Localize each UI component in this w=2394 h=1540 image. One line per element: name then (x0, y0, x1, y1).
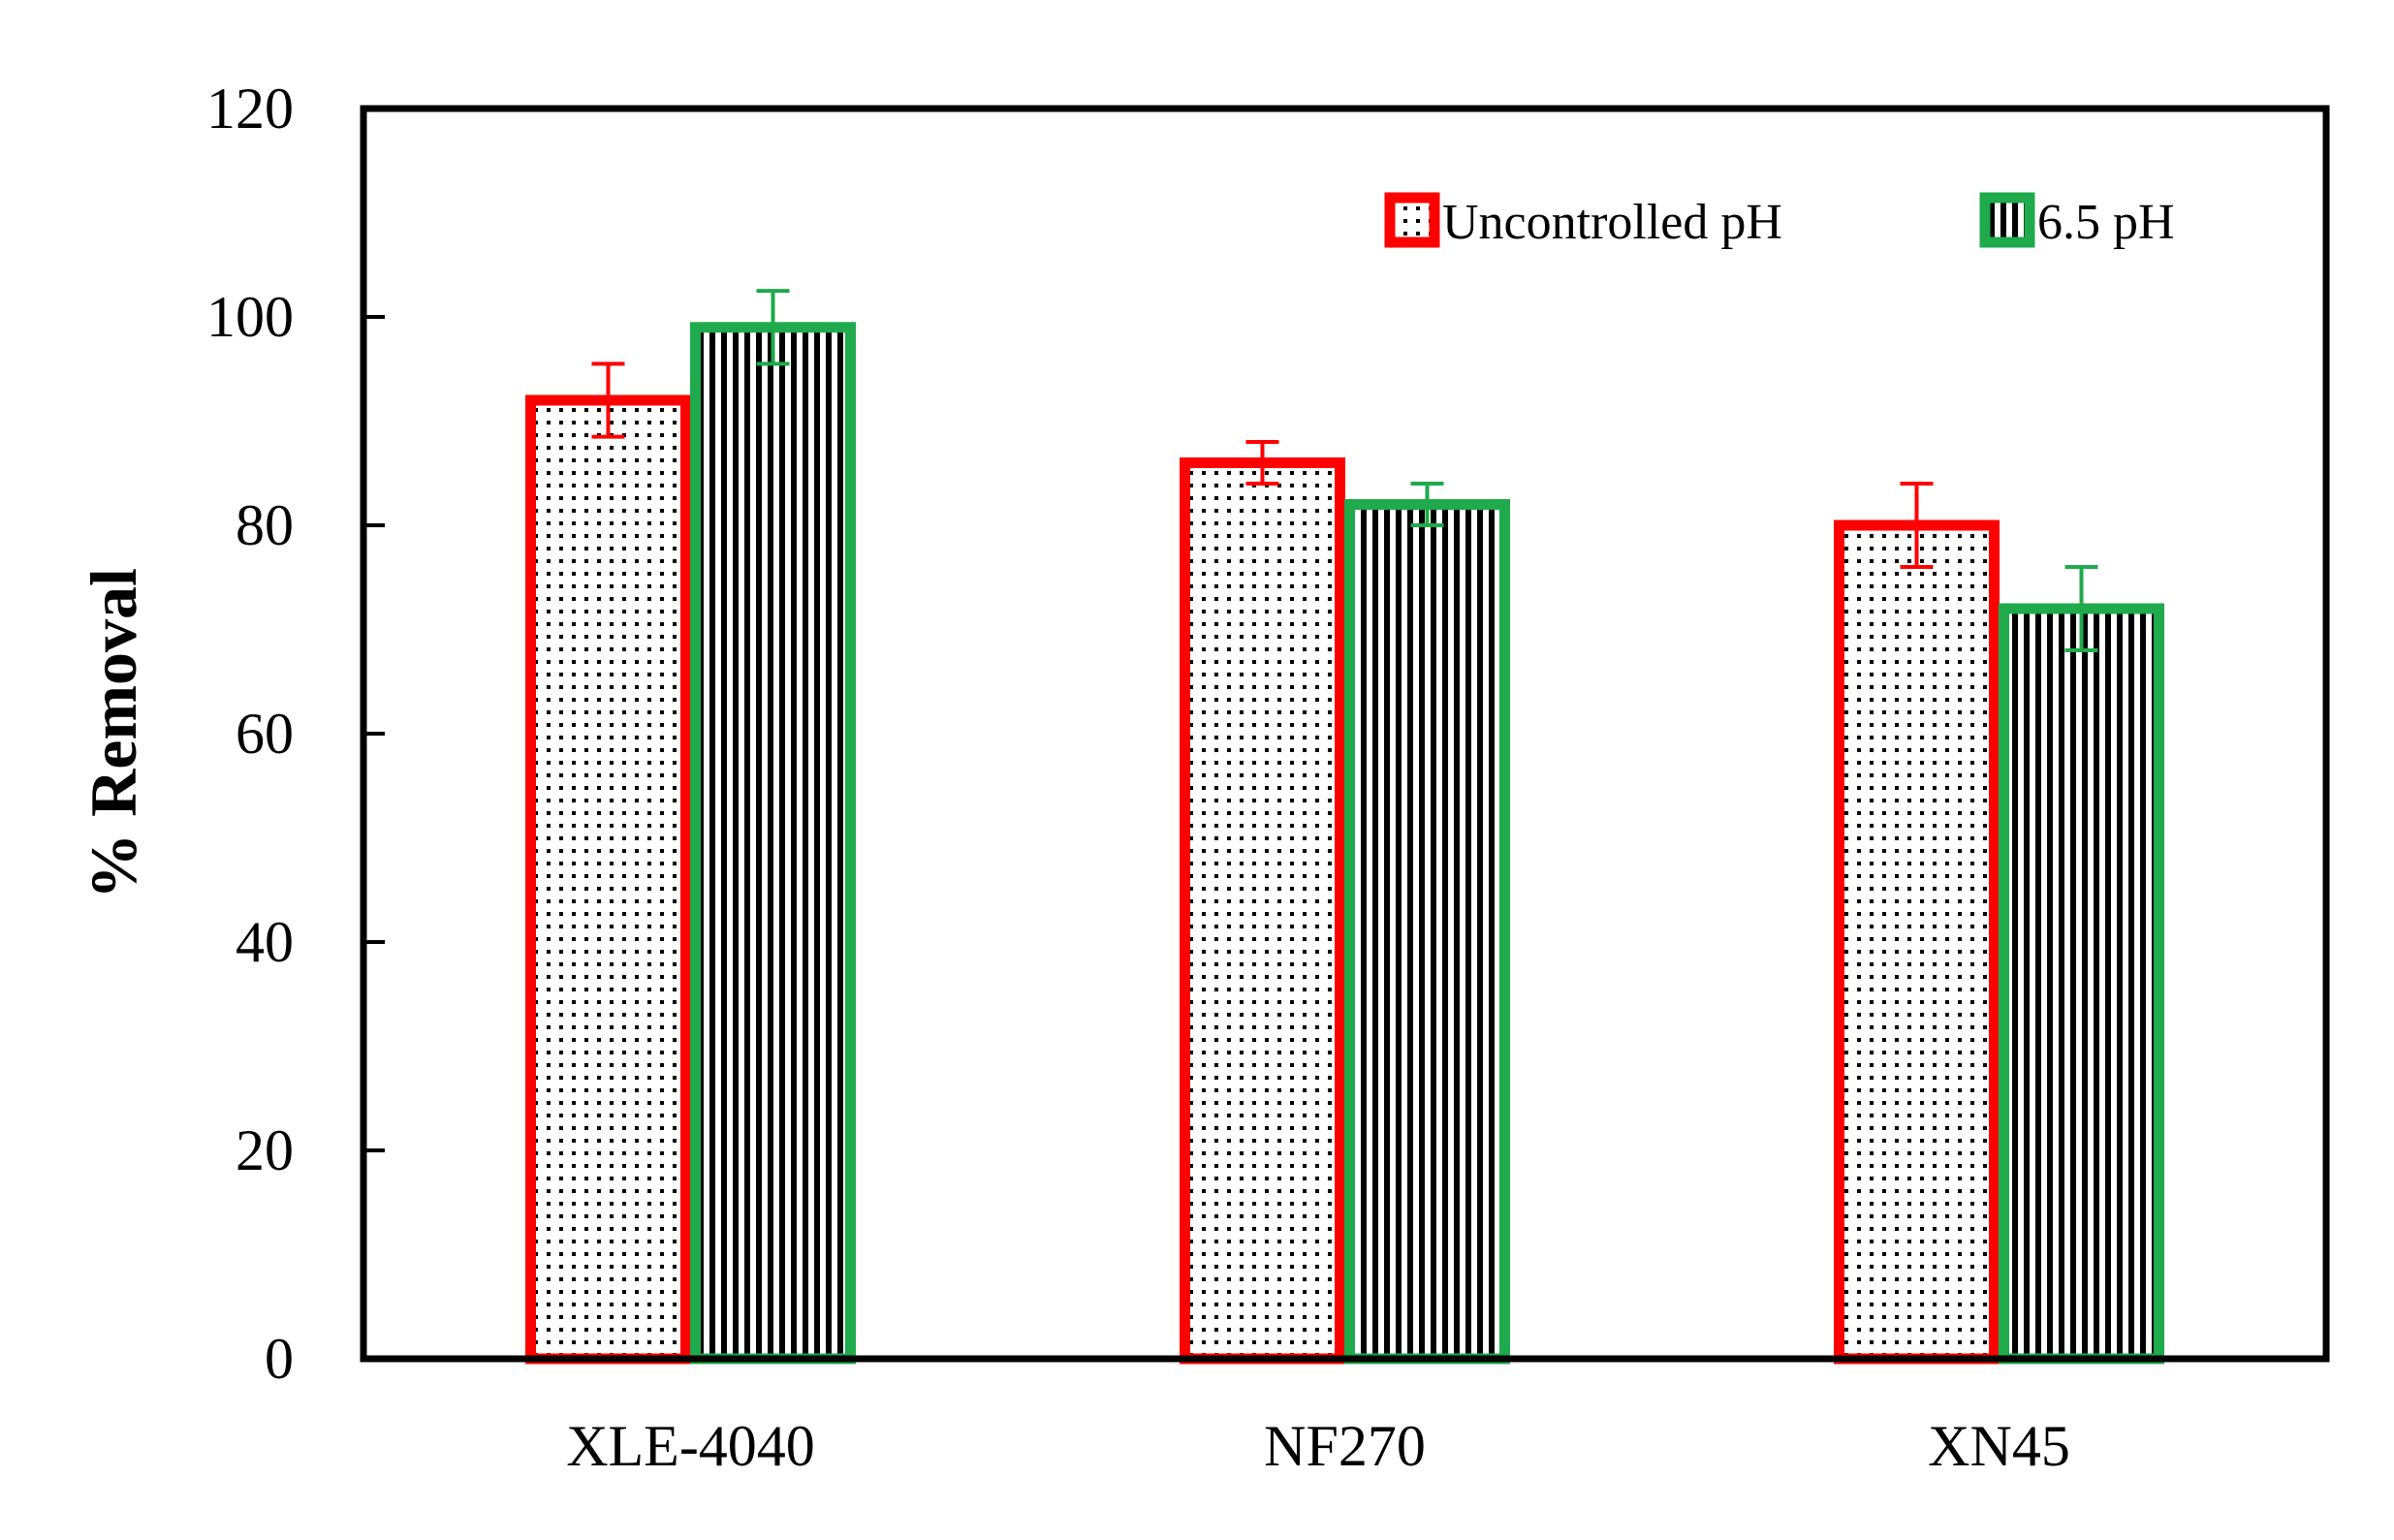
y-tick-label: 80 (236, 493, 294, 557)
bar (525, 394, 691, 1365)
legend-label: 6.5 pH (2037, 195, 2175, 250)
legend: Uncontrolled pH 6.5 pH (1384, 192, 2175, 250)
plot-area-frame (360, 105, 2330, 1363)
y-tick-label: 60 (236, 702, 294, 766)
bar (1834, 519, 2000, 1365)
bar (1344, 499, 1510, 1365)
bar (690, 322, 856, 1365)
y-tick-label: 120 (206, 77, 294, 141)
x-tick-label: XLE-4040 (566, 1414, 815, 1478)
x-axis-tick-labels: XLE-4040 NF270 XN45 (566, 1414, 2070, 1478)
y-tick-label: 20 (236, 1118, 294, 1182)
bars-group (525, 322, 2164, 1365)
legend-label: Uncontrolled pH (1442, 195, 1782, 250)
x-tick-label: NF270 (1264, 1414, 1426, 1478)
error-bars-group (591, 289, 2098, 652)
legend-swatch (1384, 192, 1440, 248)
y-axis-title: % Removal (77, 568, 150, 899)
bar (1999, 603, 2164, 1365)
y-tick-label: 0 (265, 1327, 294, 1391)
y-tick-label: 100 (206, 285, 294, 349)
x-tick-label: XN45 (1928, 1414, 2070, 1478)
y-axis-tick-labels: 0 20 40 60 80 100 120 (206, 77, 294, 1391)
legend-swatch (1979, 192, 2035, 248)
y-tick-label: 40 (236, 910, 294, 974)
bar (1180, 457, 1345, 1365)
